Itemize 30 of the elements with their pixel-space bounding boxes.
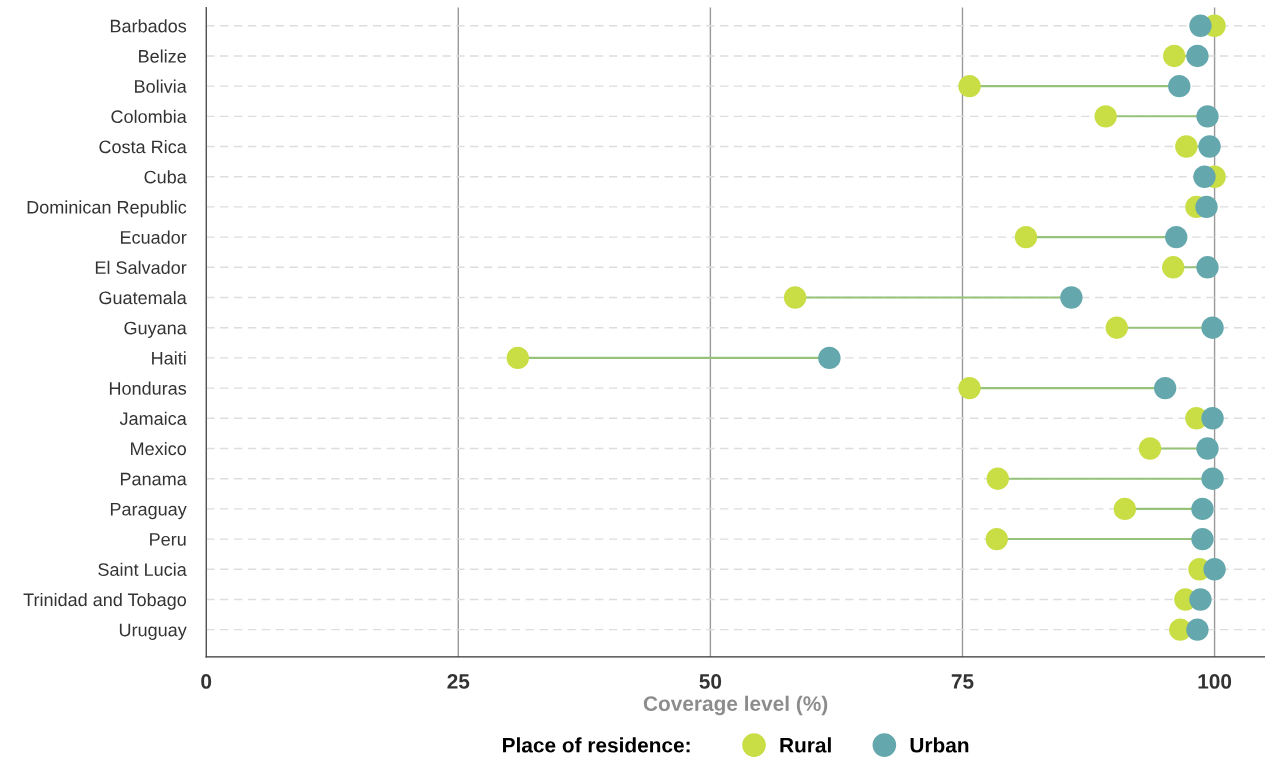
x-tick-label: 100	[1198, 674, 1232, 689]
y-tick-label: Saint Lucia	[98, 562, 187, 576]
y-tick-label: Peru	[150, 533, 186, 546]
y-tick-label: Ecuador	[120, 230, 187, 244]
y-tick-label: Guyana	[124, 321, 187, 338]
y-tick-label: Guatemala	[99, 290, 187, 305]
y-tick-label: Belize	[139, 49, 186, 63]
y-tick-label: Trinidad and Tobago	[23, 592, 187, 610]
y-tick-label: Dominican Republic	[27, 200, 187, 218]
legend-title: Place of residence:	[503, 737, 690, 753]
y-tick-label: Paraguay	[110, 503, 187, 520]
y-tick-label: Colombia	[111, 109, 187, 124]
legend-label: Urban	[910, 737, 969, 753]
y-tick-label: Barbados	[110, 19, 187, 33]
y-tick-label: Haiti	[152, 351, 186, 365]
y-tick-label: Uruguay	[119, 623, 187, 640]
x-axis-title: Coverage level (%)	[643, 695, 828, 716]
y-tick-label: Costa Rica	[99, 139, 187, 154]
y-tick-label: Mexico	[131, 441, 186, 456]
y-tick-label: Panama	[120, 472, 187, 486]
legend-label: Rural	[780, 737, 831, 753]
x-tick-label: 0	[201, 674, 212, 689]
y-tick-label: Honduras	[109, 381, 187, 395]
x-tick-label: 50	[699, 674, 722, 689]
x-tick-label: 75	[951, 674, 974, 689]
y-tick-label: Bolivia	[135, 79, 187, 93]
y-tick-label: Jamaica	[119, 411, 187, 426]
y-tick-label: Cuba	[144, 170, 187, 184]
y-tick-label: El Salvador	[95, 260, 187, 275]
x-tick-label: 25	[447, 674, 470, 689]
